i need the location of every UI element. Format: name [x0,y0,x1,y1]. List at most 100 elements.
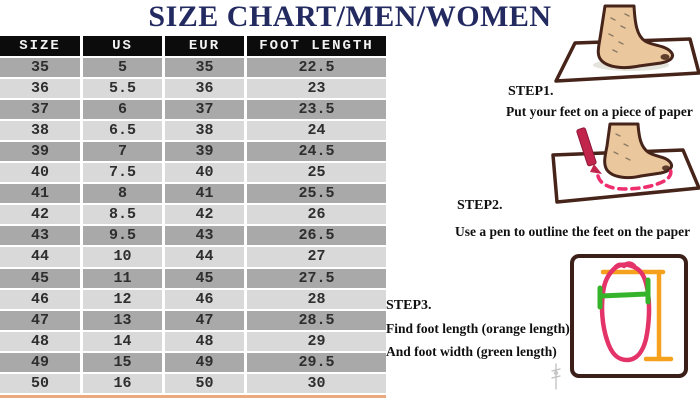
table-cell: 5 [83,57,162,77]
table-cell: 39 [165,141,244,162]
table-cell: 16 [83,374,162,394]
table-cell: 30 [247,374,386,394]
table-cell: 49 [0,352,80,372]
table-cell: 6.5 [83,120,162,140]
table-row: 39 7 39 24.5 [0,141,386,162]
table-cell: 38 [165,120,244,140]
table-cell: 25 [247,163,386,183]
tiny-smudge-mark [551,363,561,390]
table-cell: 27 [247,247,386,267]
table-cell: 46 [0,289,80,309]
table-row: 36 5.5 36 23 [0,78,386,98]
table-row: 37 6 37 23.5 [0,99,386,119]
table-cell: 42 [165,205,244,225]
table-cell: 22.5 [247,57,386,77]
table-cell: 24 [247,120,386,140]
table-cell: 24.5 [247,141,386,162]
table-cell: 7.5 [83,163,162,183]
table-cell: 15 [83,352,162,372]
size-chart-table: SIZE US EUR FOOT LENGTH 35 5 35 22.5 36 5.5 36… [0,36,386,399]
table-body: 35 5 35 22.5 36 5.5 36 23 37 6 37 23.5 38 6.5 38 24 39 7 3… [0,57,386,394]
table-cell: 37 [0,99,80,119]
table-cell: 35 [0,57,80,77]
table-cell: 40 [165,163,244,183]
table-row: 45 11 45 27.5 [0,268,386,288]
table-header-row: SIZE US EUR FOOT LENGTH [0,36,386,56]
table-cell: 41 [165,184,244,204]
pen-icon [576,127,602,174]
table-cell: 8 [83,184,162,204]
foot-on-paper-icon [554,4,700,83]
table-cell: 47 [0,310,80,330]
table-row: 50 16 50 30 [0,374,386,394]
table-header-foot-length: FOOT LENGTH [247,36,386,56]
table-cell: 48 [165,331,244,351]
table-cell: 50 [165,374,244,394]
table-header-size: SIZE [0,36,80,56]
table-row: 42 8.5 42 26 [0,205,386,225]
table-cell: 36 [0,78,80,98]
table-row: 48 14 48 29 [0,331,386,351]
table-header-eur: EUR [165,36,244,56]
table-row: 35 5 35 22.5 [0,57,386,77]
page-title: SIZE CHART/MEN/WOMEN [148,0,552,33]
table-row: 40 7.5 40 25 [0,163,386,183]
table-cell: 28.5 [247,310,386,330]
table-cell: 26.5 [247,226,386,246]
table-row: 38 6.5 38 24 [0,120,386,140]
foot-outline-with-pen-icon [551,122,700,204]
table-cell: 7 [83,141,162,162]
table-cell: 45 [165,268,244,288]
step3-description-line2: And foot width (green length) [386,344,557,359]
step2-label: STEP2. [457,198,503,213]
table-cell: 14 [83,331,162,351]
foot-measurement-diagram-icon [570,254,688,378]
table-cell: 5.5 [83,78,162,98]
table-cell: 48 [0,331,80,351]
table-cell: 9.5 [83,226,162,246]
table-cell: 47 [165,310,244,330]
step3-description-line1: Find foot length (orange length) [386,321,570,336]
width-line-green [597,277,651,310]
table-row: 49 15 49 29.5 [0,352,386,372]
table-header-us: US [83,36,162,56]
table-cell: 12 [83,289,162,309]
table-cell: 8.5 [83,205,162,225]
table-cell: 6 [83,99,162,119]
table-cell: 50 [0,374,80,394]
table-cell: 28 [247,289,386,309]
table-cell: 27.5 [247,268,386,288]
table-cell: 43 [0,226,80,246]
table-cell: 23 [247,78,386,98]
table-cell: 38 [0,120,80,140]
table-row: 47 13 47 28.5 [0,310,386,330]
table-cell: 44 [0,247,80,267]
table-cell: 10 [83,247,162,267]
table-cell: 46 [165,289,244,309]
table-cell: 35 [165,57,244,77]
table-cell: 13 [83,310,162,330]
table-cell: 49 [165,352,244,372]
table-row: 44 10 44 27 [0,247,386,267]
table-cell: 43 [165,226,244,246]
table-cell: 37 [165,99,244,119]
step3-label: STEP3. [386,298,432,313]
table-cell: 41 [0,184,80,204]
step2-description: Use a pen to outline the feet on the pap… [455,224,691,239]
table-cell: 45 [0,268,80,288]
table-cell: 29.5 [247,352,386,372]
table-row: 46 12 46 28 [0,289,386,309]
table-cell: 44 [165,247,244,267]
table-row: 41 8 41 25.5 [0,184,386,204]
table-bottom-border [0,395,386,399]
table-cell: 39 [0,141,80,162]
table-cell: 26 [247,205,386,225]
table-cell: 42 [0,205,80,225]
step1-description: Put your feet on a piece of paper [506,104,693,119]
table-cell: 40 [0,163,80,183]
table-cell: 36 [165,78,244,98]
table-cell: 23.5 [247,99,386,119]
table-cell: 25.5 [247,184,386,204]
step1-label: STEP1. [508,84,554,99]
